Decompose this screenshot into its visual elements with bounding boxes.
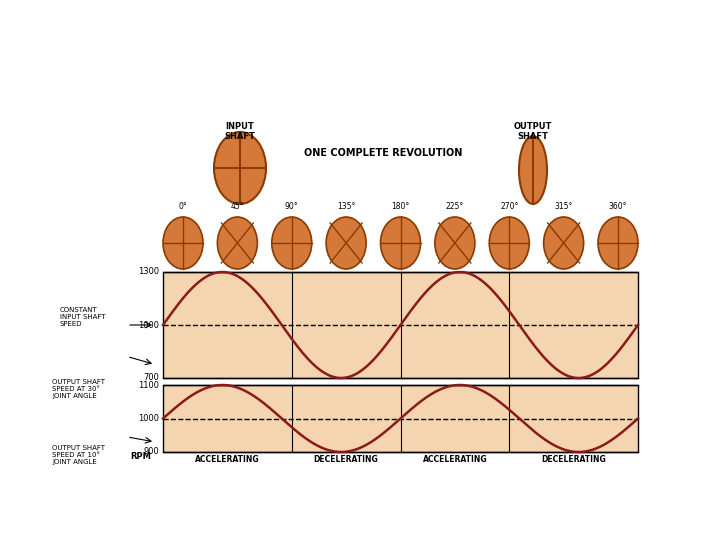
Text: OUTPUT SHAFT
SPEED AT 10°
JOINT ANGLE: OUTPUT SHAFT SPEED AT 10° JOINT ANGLE: [52, 446, 105, 465]
Text: 135°: 135°: [337, 202, 355, 211]
Text: Automotive Steering, Suspension and Alignment, 7e
James D. Halderman: Automotive Steering, Suspension and Alig…: [155, 499, 356, 518]
Ellipse shape: [326, 217, 366, 269]
Text: 180°: 180°: [392, 202, 410, 211]
Text: DECELERATING: DECELERATING: [314, 455, 379, 464]
Text: ONE COMPLETE REVOLUTION: ONE COMPLETE REVOLUTION: [304, 148, 462, 158]
Ellipse shape: [519, 136, 547, 204]
Text: 900: 900: [143, 448, 159, 456]
Ellipse shape: [544, 217, 584, 269]
Text: OUTPUT
SHAFT: OUTPUT SHAFT: [514, 122, 552, 141]
Text: 0°: 0°: [179, 202, 187, 211]
Text: 360°: 360°: [608, 202, 627, 211]
Text: 700: 700: [143, 374, 159, 382]
Text: of the U-joint.: of the U-joint.: [8, 54, 131, 72]
Text: DECELERATING: DECELERATING: [541, 455, 606, 464]
Text: Copyright © 2017 by Pearson Education, Inc.
All Rights Reserved: Copyright © 2017 by Pearson Education, I…: [390, 499, 563, 518]
Text: 270°: 270°: [500, 202, 518, 211]
Text: PEARSON: PEARSON: [611, 508, 715, 526]
Ellipse shape: [380, 217, 420, 269]
Text: RPM: RPM: [130, 452, 151, 461]
Ellipse shape: [217, 217, 257, 269]
Text: 45°: 45°: [230, 202, 244, 211]
Text: FIGURE 16.8: FIGURE 16.8: [8, 10, 133, 28]
Ellipse shape: [163, 217, 203, 269]
Ellipse shape: [490, 217, 529, 269]
Text: INPUT
SHAFT: INPUT SHAFT: [225, 122, 256, 141]
Text: of a typical U-joint varies with the speed and the angle: of a typical U-joint varies with the spe…: [8, 32, 504, 50]
Text: ACCELERATING: ACCELERATING: [423, 455, 487, 464]
Ellipse shape: [598, 217, 638, 269]
Text: How the speed difference on the output of a typical U-joint varies with the spee: How the speed difference on the output o…: [113, 10, 720, 28]
Text: 1300: 1300: [138, 267, 159, 276]
Bar: [163, 385, 638, 452]
Bar: [163, 272, 638, 378]
Ellipse shape: [271, 217, 312, 269]
Ellipse shape: [435, 217, 475, 269]
Text: ALWAYS LEARNING: ALWAYS LEARNING: [5, 512, 122, 522]
Text: CONSTANT
INPUT SHAFT
SPEED: CONSTANT INPUT SHAFT SPEED: [60, 307, 105, 327]
Text: 225°: 225°: [446, 202, 464, 211]
Text: 1100: 1100: [138, 381, 159, 389]
Text: 90°: 90°: [285, 202, 299, 211]
Text: OUTPUT SHAFT
SPEED AT 30°
JOINT ANGLE: OUTPUT SHAFT SPEED AT 30° JOINT ANGLE: [52, 380, 105, 400]
Text: ACCELERATING: ACCELERATING: [195, 455, 260, 464]
Text: 1000: 1000: [138, 414, 159, 423]
Ellipse shape: [214, 132, 266, 204]
Text: 1000: 1000: [138, 321, 159, 329]
Text: 315°: 315°: [554, 202, 573, 211]
